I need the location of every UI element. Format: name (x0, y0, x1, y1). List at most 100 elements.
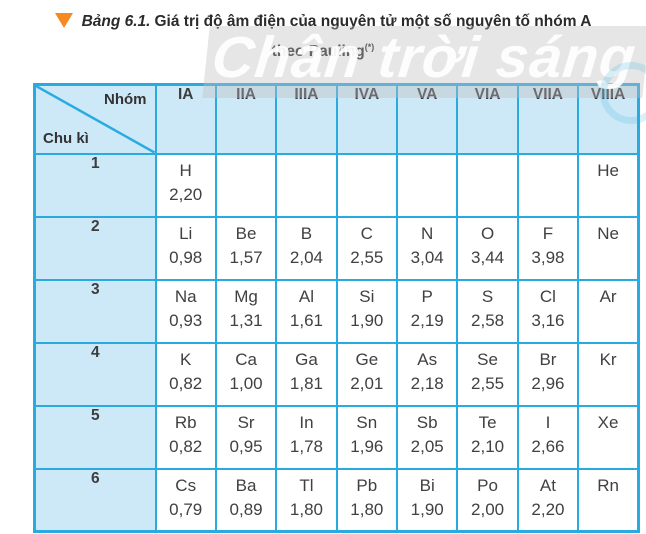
footnote-marker: (*) (364, 42, 375, 52)
element-symbol: Sn (356, 412, 378, 432)
caption-label: Bảng 6.1. (81, 13, 151, 30)
element-value: 2,05 (410, 436, 444, 456)
element-symbol: Sr (237, 412, 255, 432)
element-cell: Sn 1,96 (335, 404, 399, 470)
element-value: 2,10 (471, 436, 505, 456)
element-value: 1,61 (289, 310, 323, 330)
element-cell: At 2,20 (516, 467, 580, 533)
element-cell: S 2,58 (456, 278, 519, 344)
group-header: VIIA (516, 83, 580, 155)
element-symbol: Ba (235, 475, 257, 495)
element-symbol: In (299, 412, 314, 432)
element-cell: Xe (577, 404, 640, 470)
element-cell: Na 0,93 (154, 278, 217, 344)
element-value: 2,66 (531, 436, 565, 456)
element-symbol (217, 155, 275, 158)
period-row: 4 K 0,82 Ca 1,00 Ga 1,81 Ge 2,01 As 2,18 Se 2,… (33, 341, 640, 407)
element-value: 1,57 (229, 247, 263, 267)
element-cell: Se 2,55 (456, 341, 519, 407)
element-symbol: Se (477, 349, 498, 369)
period-row: 3 Na 0,93 Mg 1,31 Al 1,61 Si 1,90 P 2,19 S 2,5… (33, 278, 640, 344)
element-value: 2,55 (471, 373, 505, 393)
element-cell: Cs 0,79 (154, 467, 217, 533)
element-symbol: Al (298, 286, 314, 306)
header-row: Nhóm Chu kì IA IIA IIIA IVA VA VIA VIIA … (33, 83, 640, 155)
element-symbol: Po (477, 475, 498, 495)
element-cell: Sr 0,95 (214, 404, 278, 470)
element-cell: Cl 3,16 (516, 278, 580, 344)
element-symbol: Ca (235, 349, 257, 369)
element-value: 3,44 (471, 247, 505, 267)
element-value: 0,93 (169, 310, 203, 330)
element-symbol: K (180, 349, 192, 369)
element-symbol (519, 155, 577, 158)
element-symbol: Rn (597, 475, 619, 495)
element-value: 0,95 (229, 436, 263, 456)
caption-text: Giá trị độ âm điện của nguyên tử một số … (154, 13, 592, 30)
element-value: 3,98 (531, 247, 565, 267)
element-cell: I 2,66 (516, 404, 580, 470)
element-symbol: H (179, 160, 192, 180)
corner-label-group: Nhóm (104, 91, 147, 108)
element-symbol: Xe (597, 412, 619, 432)
element-cell: P 2,19 (395, 278, 459, 344)
element-cell: Rn (577, 467, 640, 533)
element-cell: B 2,04 (275, 215, 338, 281)
element-cell (214, 152, 278, 218)
element-symbol (458, 155, 516, 158)
element-symbol: S (481, 286, 494, 306)
element-cell: Rb 0,82 (154, 404, 217, 470)
element-cell: N 3,04 (395, 215, 459, 281)
element-cell: As 2,18 (395, 341, 459, 407)
element-symbol: Ar (599, 286, 617, 306)
group-header: VA (395, 83, 459, 155)
orange-triangle-icon (54, 13, 73, 28)
element-symbol: Br (539, 349, 557, 369)
group-header: VIIIA (577, 83, 640, 155)
element-symbol: Tl (299, 475, 314, 495)
element-cell: Al 1,61 (275, 278, 338, 344)
element-symbol: He (597, 160, 619, 180)
element-cell: K 0,82 (154, 341, 217, 407)
element-value: 3,04 (410, 247, 444, 267)
element-symbol: Be (235, 223, 257, 243)
element-cell: Ge 2,01 (335, 341, 399, 407)
element-symbol: I (545, 412, 551, 432)
element-symbol: Ne (597, 223, 619, 243)
element-value: 2,01 (350, 373, 384, 393)
element-symbol: Te (478, 412, 497, 432)
period-number: 2 (33, 215, 157, 281)
element-cell: Po 2,00 (456, 467, 519, 533)
element-symbol: Pb (356, 475, 378, 495)
corner-diagonal (36, 86, 155, 153)
element-symbol: Ge (355, 349, 379, 369)
element-symbol: Bi (419, 475, 435, 495)
element-symbol (277, 155, 335, 158)
element-value: 2,20 (169, 184, 203, 204)
element-value: 0,82 (169, 373, 203, 393)
element-cell (456, 152, 519, 218)
element-cell (395, 152, 459, 218)
element-symbol: Kr (599, 349, 617, 369)
element-value: 2,96 (531, 373, 565, 393)
element-value: 2,58 (471, 310, 505, 330)
element-cell: Si 1,90 (335, 278, 399, 344)
element-cell: H 2,20 (154, 152, 217, 218)
element-value: 0,82 (169, 436, 203, 456)
element-value: 3,16 (531, 310, 565, 330)
element-value: 2,19 (410, 310, 444, 330)
element-symbol: O (480, 223, 495, 243)
group-header: IIIA (275, 83, 338, 155)
element-cell (275, 152, 338, 218)
period-row: 6 Cs 0,79 Ba 0,89 Tl 1,80 Pb 1,80 Bi 1,90 Po 2… (33, 467, 640, 533)
element-cell (516, 152, 580, 218)
element-value: 2,18 (410, 373, 444, 393)
caption-line1: Bảng 6.1. Giá trị độ âm điện của nguyên t… (0, 10, 646, 34)
element-cell: Bi 1,90 (395, 467, 459, 533)
element-symbol: C (360, 223, 373, 243)
element-value: 2,55 (350, 247, 384, 267)
element-cell: Sb 2,05 (395, 404, 459, 470)
element-symbol: At (539, 475, 556, 495)
element-value: 2,20 (531, 499, 565, 519)
